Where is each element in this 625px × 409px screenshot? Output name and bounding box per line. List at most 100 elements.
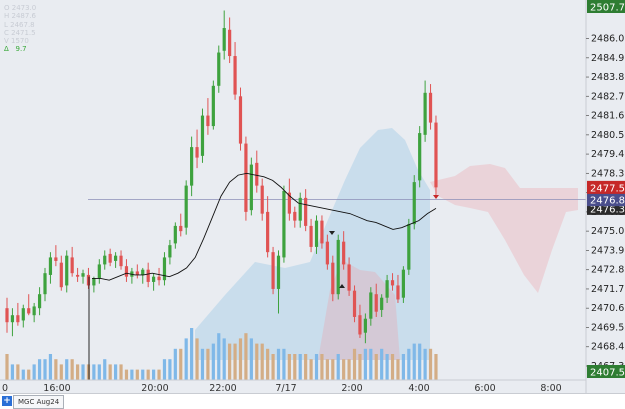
price-tick-label: 2478.3 (591, 168, 624, 179)
ohlc-readout: O 2473.0 H 2487.6 L 2467.8 C 2471.5 V 15… (4, 4, 36, 54)
volume-bar (184, 338, 188, 380)
volume-bar (331, 359, 335, 380)
volume-bar (114, 364, 118, 380)
volume-bar (130, 369, 134, 380)
volume-bar (195, 338, 199, 380)
candle-body (179, 225, 183, 232)
candle-body (244, 143, 248, 212)
candle-body (211, 85, 215, 127)
volume-bar (222, 338, 226, 380)
volume-bar (255, 343, 259, 380)
candle-body (141, 269, 145, 275)
candle-body (217, 52, 221, 86)
candle-body (114, 255, 118, 261)
price-tick-label: 2481.6 (591, 111, 624, 122)
candle-body (336, 239, 340, 295)
time-label: 4:00 (408, 383, 429, 394)
volume-bar (135, 369, 139, 380)
volume-bar (266, 348, 270, 380)
volume-bar (325, 359, 329, 380)
candle-body (92, 278, 96, 286)
volume-bar (5, 354, 9, 380)
candle-body (423, 92, 427, 135)
volume-bar (168, 359, 172, 380)
volume-bar (16, 364, 20, 380)
volume-bar (347, 359, 351, 380)
price-tick-label: 2468.4 (591, 342, 624, 353)
volume-bar (190, 328, 194, 380)
volume-bar (200, 348, 205, 380)
add-chart-button[interactable]: + (2, 396, 12, 406)
volume-bars (5, 328, 438, 380)
candle-body (233, 56, 237, 95)
cloud-pink-area (430, 164, 578, 293)
volume-bar (37, 359, 42, 380)
volume-bar (103, 359, 107, 380)
candle-body (325, 241, 329, 265)
buy-marker (339, 284, 345, 288)
candle-body (380, 297, 384, 310)
volume-bar (369, 348, 373, 380)
volume-bar (385, 354, 389, 380)
candle-body (428, 92, 433, 123)
volume-bar (249, 338, 253, 380)
volume-bar (298, 354, 302, 380)
time-label: 6:00 (474, 383, 495, 394)
candle-body (434, 122, 438, 188)
candle-body (320, 220, 324, 244)
volume-bar (271, 354, 275, 380)
close-value: C 2471.5 (4, 28, 36, 37)
price-tick-label: 2480.5 (591, 130, 624, 141)
candle-body (157, 276, 161, 281)
volume-bar (314, 354, 319, 380)
candle-body (86, 274, 91, 286)
volume-bar (309, 359, 313, 380)
volume-bar (124, 369, 129, 380)
time-label: 16:00 (43, 383, 70, 394)
volume-bar (157, 369, 161, 380)
candle-body (190, 147, 194, 186)
last-trade-marker (433, 195, 439, 199)
volume-bar (97, 364, 101, 380)
sma-polyline (92, 172, 437, 281)
candle-body (37, 294, 42, 309)
volume-bar (81, 364, 85, 380)
volume-bar (363, 348, 367, 380)
candle-body (162, 257, 167, 281)
price-tick-label: 2471.7 (591, 284, 624, 295)
time-label: 0 (2, 383, 8, 394)
candle-body (287, 192, 291, 214)
time-label: 7/17 (275, 383, 296, 394)
candle-body (108, 253, 112, 263)
volume-bar (407, 348, 411, 380)
volume-bar (21, 369, 25, 380)
volume-bar (173, 348, 177, 380)
candle-body (59, 262, 63, 288)
volume-bar (65, 359, 69, 380)
price-tick-label: 2486.0 (591, 34, 624, 45)
candle-body (97, 264, 101, 279)
volume-bar (352, 348, 357, 380)
price-axis: 2486.0 2484.9 2483.8 2482.7 2481.6 2480.5 2479… (585, 0, 625, 393)
sell-marker (329, 231, 335, 235)
candle-body (407, 224, 411, 270)
candle-body (65, 255, 69, 286)
volume-bar (282, 348, 286, 380)
tab-mgc-aug24[interactable]: MGC Aug24 (13, 395, 65, 409)
time-label: 22:00 (209, 383, 236, 394)
candle-body (390, 280, 395, 286)
volume-bar (152, 369, 156, 380)
candle-body (10, 315, 15, 323)
candle-body (146, 269, 150, 282)
candle-body (195, 147, 199, 158)
delta-row: Δ 9.7 (4, 45, 36, 53)
candle-body (119, 255, 123, 267)
trade-markers (329, 195, 439, 288)
candle-body (135, 271, 139, 275)
volume-bar (162, 359, 167, 380)
candle-body (271, 252, 275, 289)
candle-body (184, 185, 188, 228)
volume-bar (119, 364, 123, 380)
candle-body (276, 255, 281, 289)
